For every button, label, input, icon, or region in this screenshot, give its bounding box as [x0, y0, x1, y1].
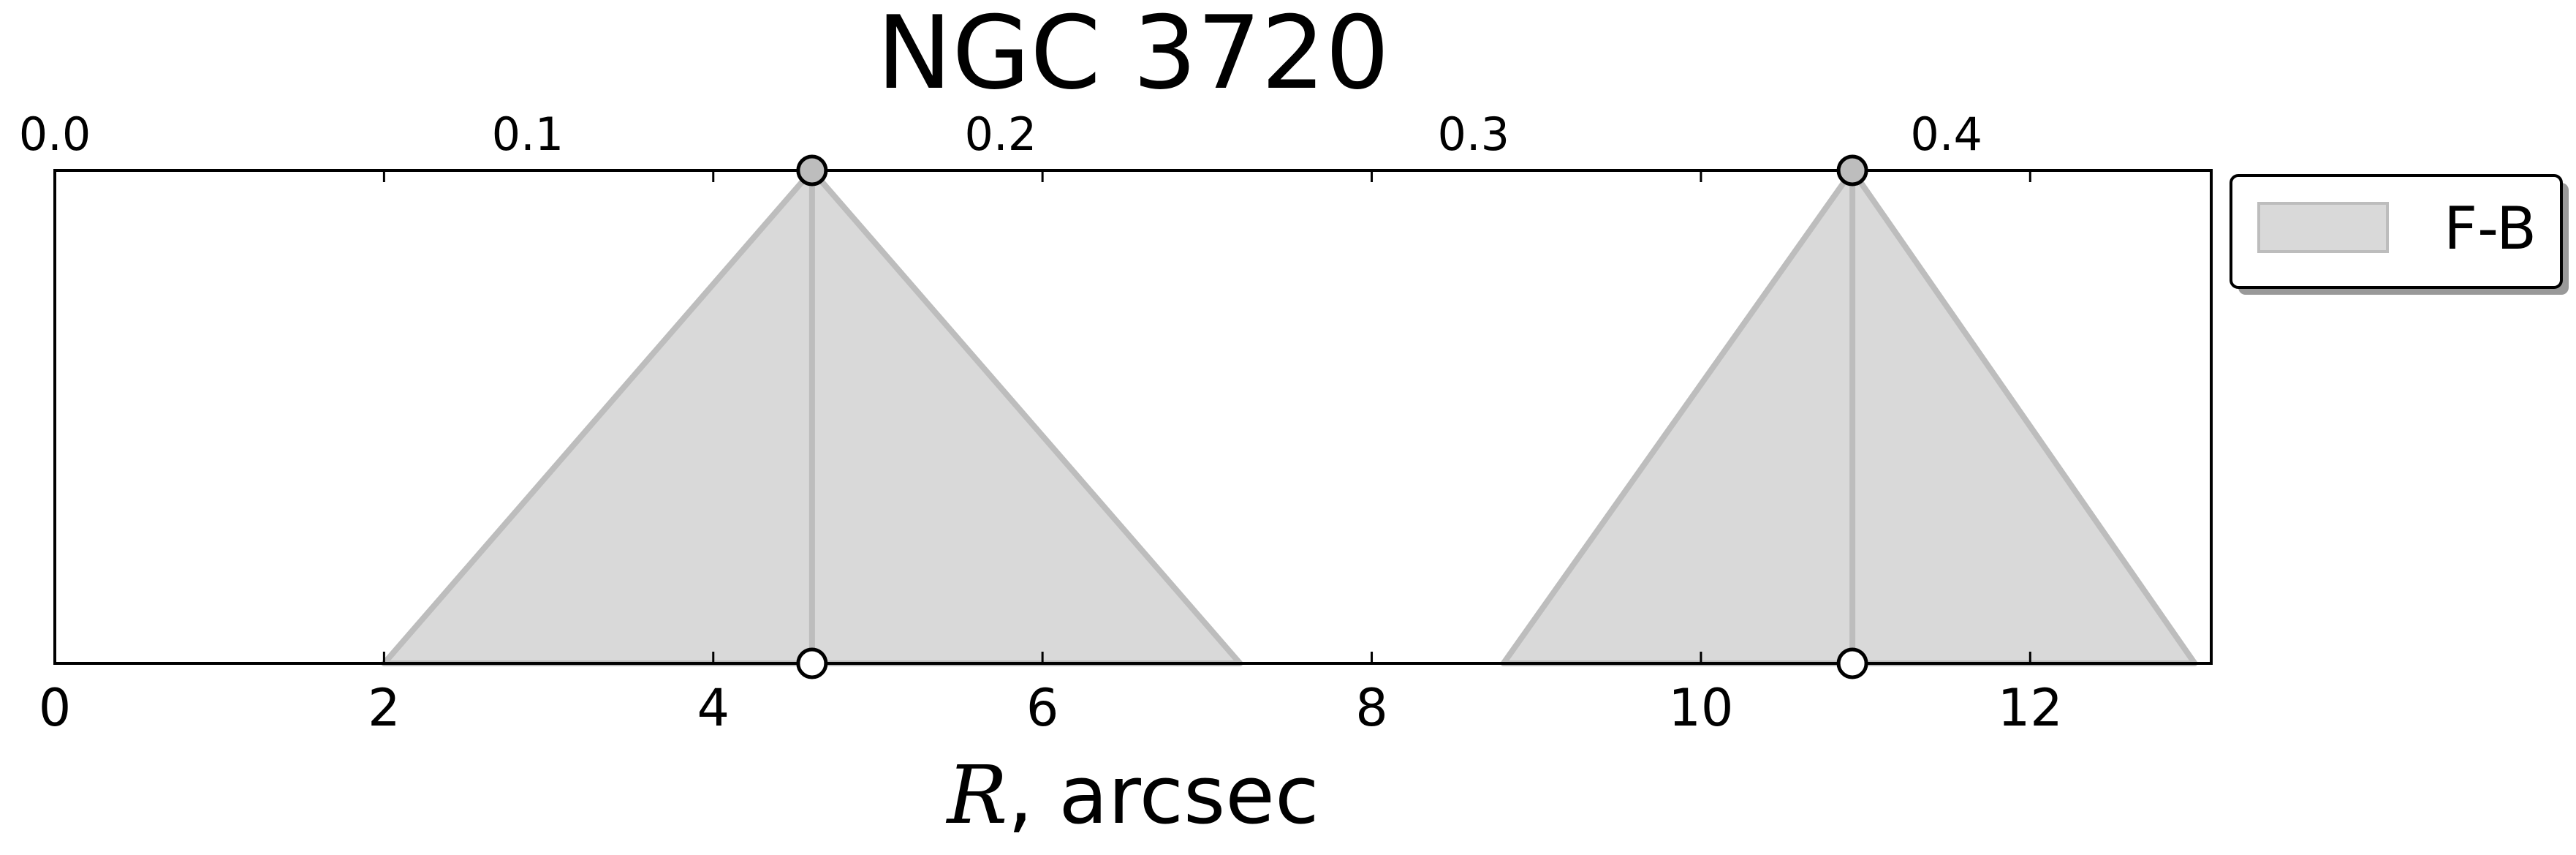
x-tick-label-6: 12	[1998, 678, 2063, 738]
x-tick-label-3: 6	[1026, 678, 1059, 738]
legend-swatch-0	[2257, 202, 2389, 253]
peak-marker-bottom-1	[1836, 647, 1868, 679]
x-axis-label-variable: R	[946, 748, 1008, 842]
peak-markers	[796, 154, 1868, 679]
axis-ticks: 0 2 4 6 8 10 12 0.0 0.1 0.2 0.3 0.4	[19, 108, 2063, 738]
x-axis-label-unit: , arcsec	[1007, 748, 1319, 842]
x-tick-label-5: 10	[1668, 678, 1733, 738]
x-tick-label-2: 4	[697, 678, 730, 738]
series-regions	[381, 167, 2198, 666]
plot-frame	[53, 169, 2213, 665]
x-axis-label: R, arcsec	[946, 748, 1319, 842]
top-tick-label-3: 0.3	[1437, 108, 1509, 161]
top-tick-label-2: 0.2	[965, 108, 1037, 161]
peak-marker-top-1	[1836, 154, 1868, 187]
chart-title: NGC 3720	[876, 0, 1390, 112]
legend-label-0: F-B	[2444, 195, 2537, 263]
peak-marker-bottom-0	[796, 647, 828, 679]
top-tick-label-1: 0.1	[492, 108, 564, 161]
top-tick-label-0: 0.0	[19, 108, 91, 161]
x-tick-label-4: 8	[1355, 678, 1388, 738]
peak-marker-top-0	[796, 154, 828, 187]
top-tick-label-4: 0.4	[1910, 108, 1982, 161]
legend: F-B	[2230, 174, 2569, 295]
x-tick-label-1: 2	[368, 678, 401, 738]
region-0-1	[1500, 167, 2198, 666]
x-tick-label-0: 0	[39, 678, 72, 738]
